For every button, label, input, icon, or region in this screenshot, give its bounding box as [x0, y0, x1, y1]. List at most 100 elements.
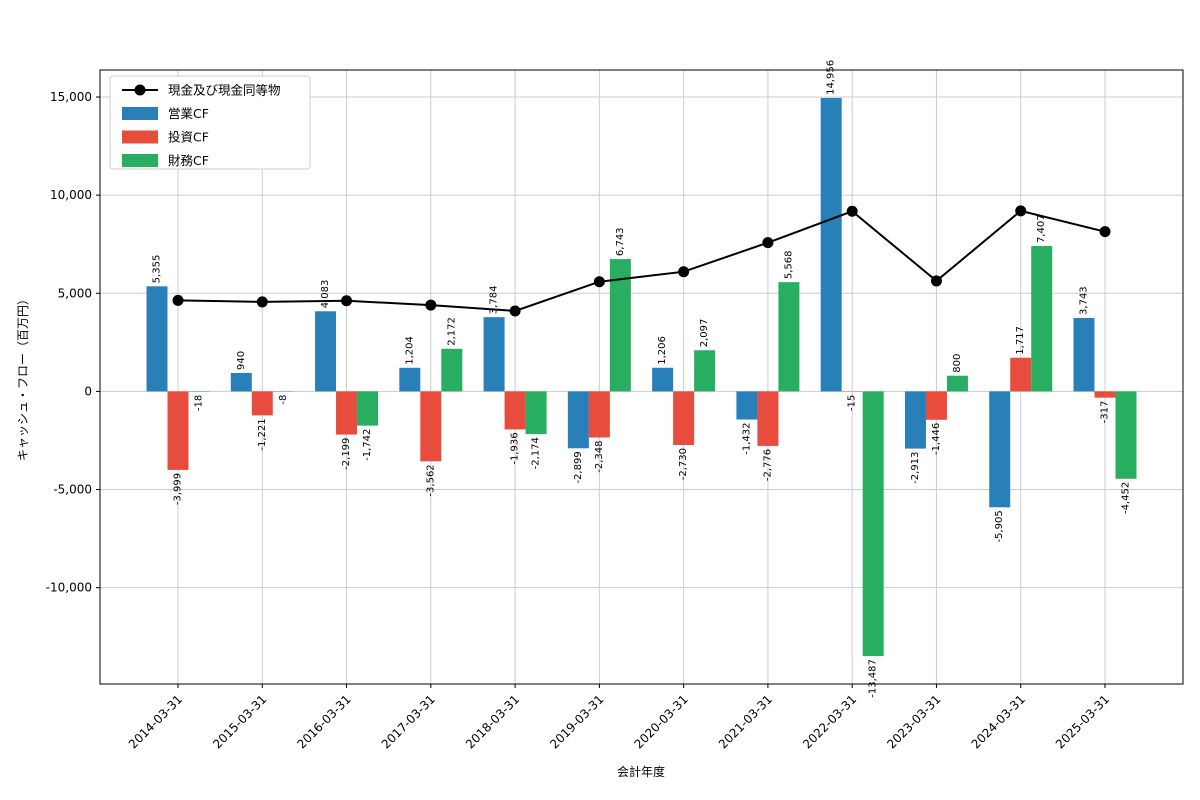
bar-value-label-investing-cf-11: -317 — [1100, 401, 1111, 424]
line-marker-cash-equivalents-11 — [1099, 226, 1111, 238]
line-marker-cash-equivalents-3 — [425, 299, 437, 311]
y-tick-label: -10,000 — [46, 581, 92, 595]
bar-investing-cf-2 — [336, 391, 358, 435]
legend-label-operating-cf: 営業CF — [168, 106, 209, 121]
bar-financing-cf-3 — [441, 348, 463, 392]
bar-financing-cf-10 — [1031, 246, 1053, 392]
legend-label-investing-cf: 投資CF — [168, 130, 209, 145]
bar-value-label-investing-cf-3: -3,562 — [425, 464, 436, 496]
bar-value-label-financing-cf-1: -8 — [278, 395, 289, 405]
bar-value-label-investing-cf-8: -15 — [847, 395, 858, 411]
bar-value-label-investing-cf-6: -2,730 — [678, 448, 689, 480]
x-axis-title: 会計年度 — [617, 764, 665, 779]
bar-value-label-operating-cf-11: 3,743 — [1079, 286, 1090, 315]
bar-financing-cf-2 — [357, 391, 379, 426]
bar-value-label-operating-cf-2: 4,083 — [320, 280, 331, 309]
bar-operating-cf-5 — [567, 391, 589, 449]
bar-financing-cf-6 — [694, 350, 716, 392]
bar-value-label-investing-cf-9: -1,446 — [931, 423, 942, 455]
bar-value-label-investing-cf-4: -1,936 — [510, 432, 521, 464]
bar-financing-cf-7 — [778, 282, 800, 392]
bar-investing-cf-5 — [588, 391, 610, 438]
bar-operating-cf-0 — [146, 286, 168, 392]
bar-financing-cf-8 — [862, 391, 884, 657]
bar-investing-cf-3 — [420, 391, 442, 462]
legend-item-financing-cf: 財務CF — [122, 153, 209, 168]
line-marker-cash-equivalents-2 — [341, 295, 353, 307]
legend-box — [109, 75, 311, 170]
line-marker-cash-equivalents-10 — [1015, 205, 1027, 217]
bar-value-label-financing-cf-5: 6,743 — [615, 227, 626, 256]
bar-value-label-investing-cf-0: -3,999 — [173, 473, 184, 505]
legend-item-investing-cf: 投資CF — [122, 130, 209, 145]
legend-swatch-financing-cf — [122, 154, 158, 167]
plot-border — [99, 69, 1184, 685]
y-tick-label: 5,000 — [58, 286, 92, 300]
y-tick-label: 0 — [84, 384, 92, 398]
bar-operating-cf-9 — [904, 391, 926, 449]
bar-value-label-financing-cf-6: 2,097 — [699, 319, 710, 348]
bar-value-label-operating-cf-5: -2,899 — [573, 451, 584, 483]
y-tick-label: 10,000 — [50, 188, 92, 202]
line-marker-cash-equivalents-8 — [846, 205, 858, 217]
legend-label-cash-equivalents: 現金及び現金同等物 — [168, 83, 281, 98]
bar-value-label-operating-cf-0: 5,355 — [152, 255, 163, 284]
bar-value-label-operating-cf-9: -2,913 — [910, 452, 921, 484]
bar-investing-cf-7 — [757, 391, 779, 446]
bar-value-label-operating-cf-4: 3,784 — [489, 286, 500, 315]
bar-value-label-financing-cf-3: 2,172 — [446, 317, 457, 346]
bar-value-label-financing-cf-2: -1,742 — [362, 429, 373, 461]
bar-operating-cf-4 — [483, 317, 505, 392]
bar-operating-cf-6 — [652, 367, 674, 392]
line-marker-cash-equivalents-6 — [678, 266, 690, 278]
bar-value-label-financing-cf-7: 5,568 — [783, 251, 794, 280]
bar-investing-cf-0 — [167, 391, 189, 470]
y-tick-label: 15,000 — [50, 90, 92, 104]
y-tick-label: -5,000 — [53, 483, 92, 497]
bar-investing-cf-6 — [673, 391, 695, 445]
bar-value-label-investing-cf-5: -2,348 — [594, 440, 605, 472]
bar-value-label-operating-cf-1: 940 — [236, 351, 247, 370]
line-marker-cash-equivalents-7 — [762, 237, 774, 249]
line-marker-cash-equivalents-5 — [593, 276, 605, 288]
legend-swatch-investing-cf — [122, 130, 158, 144]
legend-item-operating-cf: 営業CF — [122, 106, 209, 121]
bar-value-label-financing-cf-11: -4,452 — [1121, 482, 1132, 514]
legend-marker-sample — [134, 84, 146, 96]
bar-operating-cf-7 — [736, 391, 758, 420]
bar-value-label-operating-cf-10: -5,905 — [994, 510, 1005, 542]
bar-operating-cf-2 — [315, 311, 337, 392]
line-marker-cash-equivalents-4 — [509, 305, 521, 317]
bar-value-label-investing-cf-10: 1,717 — [1015, 326, 1026, 355]
bar-operating-cf-11 — [1073, 317, 1095, 392]
bar-investing-cf-1 — [251, 391, 273, 416]
line-marker-cash-equivalents-0 — [172, 294, 184, 306]
bar-value-label-operating-cf-8: 14,956 — [826, 60, 837, 95]
bar-financing-cf-11 — [1115, 391, 1137, 479]
bar-investing-cf-10 — [1010, 357, 1032, 392]
bar-value-label-operating-cf-6: 1,206 — [657, 336, 668, 365]
bar-value-label-investing-cf-7: -2,776 — [762, 449, 773, 481]
bar-investing-cf-11 — [1094, 391, 1116, 398]
bar-value-label-operating-cf-3: 1,204 — [404, 336, 415, 365]
bar-financing-cf-5 — [609, 259, 631, 392]
bar-operating-cf-10 — [989, 391, 1011, 508]
bar-financing-cf-4 — [525, 391, 547, 435]
bar-investing-cf-4 — [504, 391, 526, 430]
legend-label-financing-cf: 財務CF — [168, 153, 209, 168]
bar-value-label-financing-cf-4: -2,174 — [531, 437, 542, 469]
legend-item-cash-equivalents: 現金及び現金同等物 — [122, 83, 281, 98]
bar-value-label-operating-cf-7: -1,432 — [741, 423, 752, 455]
bar-operating-cf-8 — [820, 97, 842, 392]
line-marker-cash-equivalents-1 — [256, 296, 268, 308]
bar-operating-cf-1 — [230, 372, 252, 392]
line-cash-equivalents — [177, 209, 1106, 312]
legend-swatch-operating-cf — [122, 107, 158, 120]
bar-value-label-financing-cf-8: -13,487 — [868, 659, 879, 698]
y-axis-title: キャッシュ・フロー（百万円） — [16, 293, 30, 461]
line-marker-cash-equivalents-9 — [930, 275, 942, 287]
